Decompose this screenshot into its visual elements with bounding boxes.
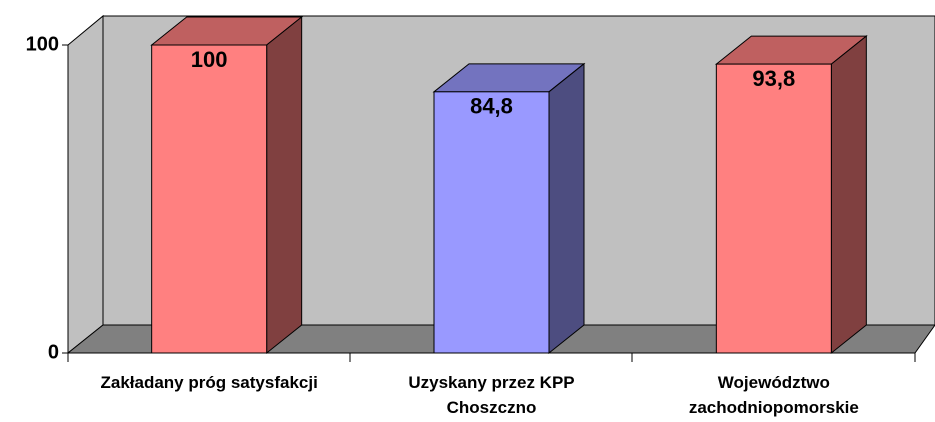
x-tick-label: Województwo zachodniopomorskie (688, 373, 859, 417)
bar (433, 91, 550, 354)
bar-side (548, 62, 585, 355)
side-wall (67, 14, 104, 355)
bar (715, 63, 832, 354)
value-label: 84,8 (470, 94, 513, 119)
x-tick-label: Uzyskany przez KPP Choszczno (408, 373, 575, 417)
bar (151, 44, 268, 354)
bar-side (266, 15, 303, 355)
value-label: 100 (191, 47, 228, 72)
y-tick-label: 0 (48, 341, 59, 363)
value-label: 93,8 (752, 66, 795, 91)
y-tick-label: 100 (26, 33, 59, 55)
x-tick-label: Zakładany próg satysfakcji (100, 373, 318, 392)
bar-side (830, 35, 867, 355)
